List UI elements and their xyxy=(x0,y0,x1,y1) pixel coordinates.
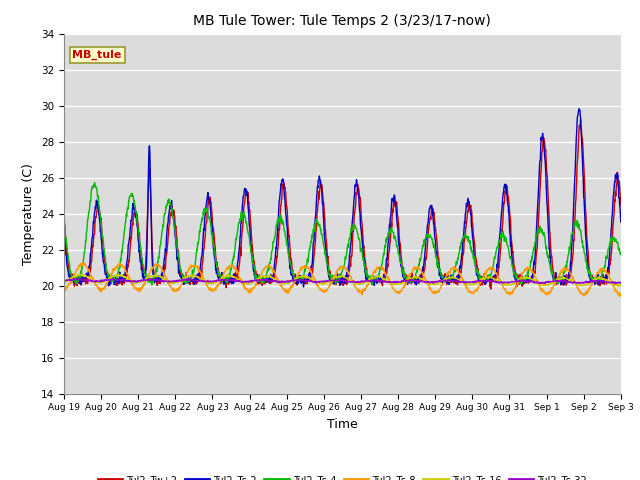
Tul2_Ts-4 xyxy=(60,210,68,216)
Line: Tul2_Ts-16: Tul2_Ts-16 xyxy=(64,274,621,286)
Line: Tul2_Ts-32: Tul2_Ts-32 xyxy=(64,279,621,284)
Tul2_Ts-2 xyxy=(246,230,254,236)
Tul2_Tw+2 xyxy=(184,276,191,281)
Tul2_Ts-16 xyxy=(617,282,625,288)
Tul2_Ts-32 xyxy=(611,281,619,287)
Tul2_Tw+2 xyxy=(502,185,509,191)
Tul2_Ts-32 xyxy=(171,279,179,285)
Tul2_Ts-4 xyxy=(552,277,559,283)
Tul2_Tw+2 xyxy=(170,212,178,218)
Tul2_Ts-2 xyxy=(502,182,509,188)
Tul2_Ts-4 xyxy=(617,251,625,256)
Tul2_Ts-4 xyxy=(368,282,376,288)
Tul2_Ts-16 xyxy=(615,283,623,289)
Tul2_Ts-16 xyxy=(60,278,68,284)
Tul2_Ts-2 xyxy=(429,215,437,220)
Text: MB_tule: MB_tule xyxy=(72,50,122,60)
Tul2_Ts-2 xyxy=(300,284,307,290)
Tul2_Ts-8 xyxy=(551,279,559,285)
Tul2_Ts-2 xyxy=(170,222,178,228)
Tul2_Tw+2 xyxy=(487,286,495,292)
Tul2_Ts-4 xyxy=(184,278,192,284)
Tul2_Ts-8 xyxy=(616,293,623,299)
Tul2_Tw+2 xyxy=(60,210,68,216)
Tul2_Ts-4 xyxy=(171,225,179,231)
Tul2_Ts-2 xyxy=(60,235,68,241)
Tul2_Ts-2 xyxy=(617,219,625,225)
Tul2_Ts-2 xyxy=(575,106,583,112)
Line: Tul2_Tw+2: Tul2_Tw+2 xyxy=(64,120,621,289)
Tul2_Ts-4 xyxy=(429,244,437,250)
Tul2_Ts-32 xyxy=(617,280,625,286)
Tul2_Ts-16 xyxy=(77,271,85,277)
Title: MB Tule Tower: Tule Temps 2 (3/23/17-now): MB Tule Tower: Tule Temps 2 (3/23/17-now… xyxy=(193,14,492,28)
Tul2_Ts-8 xyxy=(246,290,254,296)
Tul2_Tw+2 xyxy=(617,202,625,208)
Tul2_Ts-4 xyxy=(502,239,510,245)
Tul2_Ts-8 xyxy=(184,268,192,274)
Tul2_Ts-4 xyxy=(91,180,99,185)
Tul2_Ts-32 xyxy=(60,278,68,284)
Tul2_Ts-32 xyxy=(115,276,123,282)
Tul2_Ts-2 xyxy=(184,275,191,280)
Tul2_Ts-2 xyxy=(551,278,559,284)
X-axis label: Time: Time xyxy=(327,418,358,431)
Tul2_Ts-4 xyxy=(246,243,254,249)
Tul2_Ts-16 xyxy=(551,277,559,283)
Tul2_Ts-32 xyxy=(551,278,559,284)
Tul2_Ts-16 xyxy=(184,274,192,279)
Tul2_Tw+2 xyxy=(246,212,254,218)
Tul2_Ts-16 xyxy=(429,280,437,286)
Tul2_Ts-8 xyxy=(60,287,68,292)
Tul2_Ts-32 xyxy=(246,278,254,284)
Tul2_Ts-8 xyxy=(502,288,509,294)
Tul2_Ts-8 xyxy=(617,292,625,298)
Tul2_Ts-32 xyxy=(184,277,192,283)
Tul2_Ts-16 xyxy=(246,280,254,286)
Tul2_Ts-16 xyxy=(171,279,179,285)
Tul2_Tw+2 xyxy=(429,206,436,212)
Legend: Tul2_Tw+2, Tul2_Ts-2, Tul2_Ts-4, Tul2_Ts-8, Tul2_Ts-16, Tul2_Ts-32: Tul2_Tw+2, Tul2_Ts-2, Tul2_Ts-4, Tul2_Ts… xyxy=(94,471,591,480)
Tul2_Ts-8 xyxy=(79,260,86,265)
Line: Tul2_Ts-8: Tul2_Ts-8 xyxy=(64,263,621,296)
Tul2_Tw+2 xyxy=(577,117,584,122)
Tul2_Ts-16 xyxy=(502,282,509,288)
Line: Tul2_Ts-4: Tul2_Ts-4 xyxy=(64,182,621,285)
Tul2_Tw+2 xyxy=(551,274,559,279)
Line: Tul2_Ts-2: Tul2_Ts-2 xyxy=(64,109,621,287)
Tul2_Ts-32 xyxy=(502,280,509,286)
Y-axis label: Temperature (C): Temperature (C) xyxy=(22,163,35,264)
Tul2_Ts-32 xyxy=(429,279,437,285)
Tul2_Ts-8 xyxy=(171,288,179,294)
Tul2_Ts-8 xyxy=(429,289,437,295)
